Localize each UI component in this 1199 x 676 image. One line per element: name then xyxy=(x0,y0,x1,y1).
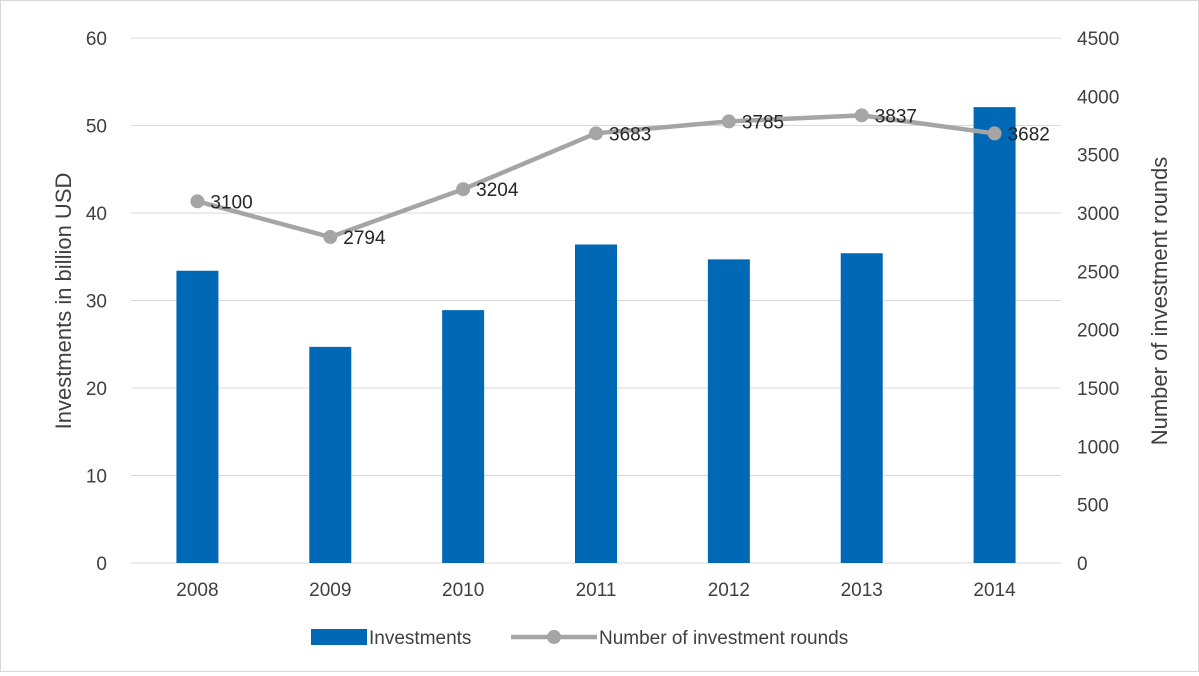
y2-tick-label: 2500 xyxy=(1077,262,1119,283)
data-label: 2794 xyxy=(343,228,386,249)
line-point xyxy=(721,114,736,129)
legend-marker-rounds xyxy=(547,630,561,644)
y-tick-label: 40 xyxy=(86,204,107,225)
legend-label-rounds: Number of investment rounds xyxy=(599,628,848,649)
bar xyxy=(707,259,750,563)
x-tick-label: 2011 xyxy=(576,580,617,601)
y-tick-label: 30 xyxy=(86,292,107,313)
y2-tick-label: 3500 xyxy=(1077,146,1119,167)
data-labels: 3100 2794 3204 3683 3785 3837 3682 xyxy=(210,106,1049,249)
bar xyxy=(575,244,617,563)
legend-label-investments: Investments xyxy=(369,628,471,649)
y-tick-label: 10 xyxy=(86,467,107,488)
x-tick-label: 2010 xyxy=(442,580,484,601)
data-label: 3100 xyxy=(210,192,252,213)
data-label: 3204 xyxy=(476,180,519,201)
line-point xyxy=(987,126,1002,141)
x-tick-label: 2008 xyxy=(176,580,218,601)
y2-tick-label: 4000 xyxy=(1077,87,1119,108)
y2-tick-label: 1000 xyxy=(1077,437,1119,458)
x-tick-label: 2013 xyxy=(841,580,883,601)
y-tick-label: 50 xyxy=(86,117,107,138)
line-point xyxy=(323,230,338,245)
y-tick-label: 60 xyxy=(86,29,107,50)
x-axis-ticks: 2008 2009 2010 2011 2012 2013 2014 xyxy=(176,580,1016,601)
data-label: 3785 xyxy=(742,112,784,133)
line-point xyxy=(456,182,471,197)
y2-tick-label: 3000 xyxy=(1077,204,1119,225)
y-tick-label: 0 xyxy=(96,554,107,575)
x-tick-label: 2009 xyxy=(309,580,351,601)
x-tick-label: 2014 xyxy=(973,580,1016,601)
bar xyxy=(176,270,219,563)
legend-swatch-investments xyxy=(311,629,367,645)
y2-tick-label: 1500 xyxy=(1077,379,1119,400)
left-axis-ticks: 0 10 20 30 40 50 60 xyxy=(86,29,107,575)
line-point xyxy=(589,126,603,141)
line-point xyxy=(854,108,869,123)
y2-tick-label: 4500 xyxy=(1077,29,1119,50)
y2-tick-label: 2000 xyxy=(1077,321,1119,342)
legend: Investments Number of investment rounds xyxy=(311,628,848,649)
line-series-rounds xyxy=(190,108,1002,245)
right-axis-title: Number of investment rounds xyxy=(1147,157,1172,446)
y2-tick-label: 500 xyxy=(1077,496,1109,517)
data-label: 3837 xyxy=(875,106,917,127)
right-axis-ticks: 0 500 1000 1500 2000 2500 3000 3500 4000 4500 xyxy=(1077,29,1119,575)
bar xyxy=(973,107,1016,563)
data-label: 3683 xyxy=(609,124,651,145)
bar xyxy=(840,253,883,563)
left-axis-title: Investments in billion USD xyxy=(51,173,76,430)
data-label: 3682 xyxy=(1008,124,1050,145)
line-point xyxy=(190,194,205,209)
bar xyxy=(309,346,352,563)
x-tick-label: 2012 xyxy=(708,580,750,601)
bar-series-investments xyxy=(176,107,1016,563)
bar xyxy=(442,310,485,563)
y-tick-label: 20 xyxy=(86,379,107,400)
y2-tick-label: 0 xyxy=(1077,554,1088,575)
